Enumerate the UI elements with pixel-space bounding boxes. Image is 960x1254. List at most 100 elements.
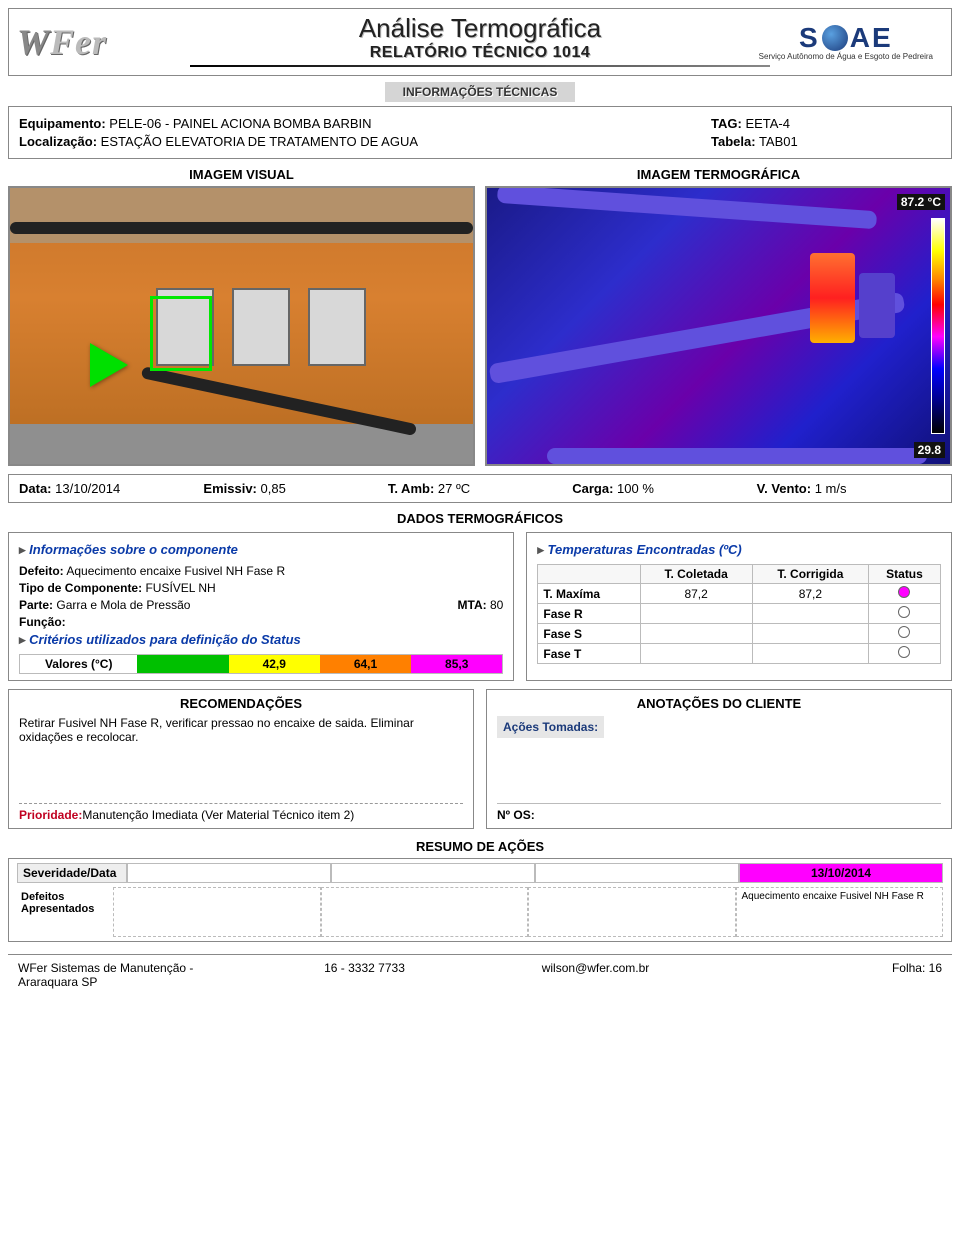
temp-coletada-3	[640, 644, 752, 664]
temp-coletada-0: 87,2	[640, 584, 752, 604]
temp-corrigida-1	[752, 604, 868, 624]
nos-label: Nº OS:	[497, 803, 941, 822]
prioridade-row: Prioridade:Manutenção Imediata (Ver Mate…	[19, 803, 463, 822]
metadata-row: Data: 13/10/2014 Emissiv: 0,85 T. Amb: 2…	[8, 474, 952, 503]
thermal-min-label: 29.8	[914, 442, 945, 458]
valores-label: Valores (°C)	[20, 655, 137, 673]
temperatures-table: T. Coletada T. Corrigida Status T. Maxím…	[537, 564, 941, 664]
dados-title: DADOS TERMOGRÁFICOS	[8, 511, 952, 526]
defeito-value: Aquecimento encaixe Fusivel NH Fase R	[66, 564, 285, 578]
footer-phone: 16 - 3332 7733	[249, 961, 480, 989]
funcao-label: Função:	[19, 615, 66, 629]
vento-label: V. Vento:	[757, 481, 811, 496]
severidade-label: Severidade/Data	[17, 863, 127, 883]
resumo-title: RESUMO DE AÇÕES	[8, 839, 952, 854]
temperatures-panel: Temperaturas Encontradas (ºC) T. Coletad…	[526, 532, 952, 681]
criterios-header: Critérios utilizados para definição do S…	[19, 632, 503, 648]
data-label: Data:	[19, 481, 52, 496]
rec-anot-row: RECOMENDAÇÕES Retirar Fusivel NH Fase R,…	[8, 689, 952, 829]
report-header: WFer Análise Termográfica RELATÓRIO TÉCN…	[8, 8, 952, 76]
prio-label: Prioridade:	[19, 808, 82, 822]
defeitos-row: Defeitos Apresentados Aquecimento encaix…	[17, 887, 943, 937]
mta-label: MTA:	[458, 598, 487, 612]
table-row: Fase S	[538, 624, 941, 644]
equip-value: PELE-06 - PAINEL ACIONA BOMBA BARBIN	[109, 116, 371, 131]
carga-label: Carga:	[572, 481, 613, 496]
severidade-row: Severidade/Data 13/10/2014	[17, 863, 943, 883]
temps-col-1: T. Coletada	[640, 565, 752, 584]
vento-value: 1 m/s	[815, 481, 847, 496]
tabela-label: Tabela:	[711, 134, 756, 149]
parte-value: Garra e Mola de Pressão	[56, 598, 190, 612]
rec-title: RECOMENDAÇÕES	[19, 696, 463, 711]
status-cell-2: 64,1	[320, 655, 411, 673]
local-value: ESTAÇÃO ELEVATORIA DE TRATAMENTO DE AGUA	[101, 134, 418, 149]
temp-status-2	[868, 624, 940, 644]
status-cell-0	[137, 655, 228, 673]
tipo-value: FUSÍVEL NH	[145, 581, 215, 595]
tipo-label: Tipo de Componente:	[19, 581, 142, 595]
temps-col-2: T. Corrigida	[752, 565, 868, 584]
emiss-value: 0,85	[261, 481, 286, 496]
parte-label: Parte:	[19, 598, 53, 612]
temps-col-3: Status	[868, 565, 940, 584]
saae-name: SAE	[759, 24, 933, 52]
rec-text: Retirar Fusivel NH Fase R, verificar pre…	[19, 716, 463, 744]
temp-row-label-3: Fase T	[538, 644, 640, 664]
local-label: Localização:	[19, 134, 97, 149]
saae-subtext: Serviço Autônomo de Água e Esgoto de Ped…	[759, 52, 933, 61]
thermal-scale-icon	[931, 218, 945, 434]
thermal-panel: IMAGEM TERMOGRÁFICA 87.2 °C 29.8	[485, 167, 952, 466]
info-box: Equipamento: PELE-06 - PAINEL ACIONA BOM…	[8, 106, 952, 159]
temps-col-0	[538, 565, 640, 584]
temp-row-label-0: T. Maxíma	[538, 584, 640, 604]
anot-title: ANOTAÇÕES DO CLIENTE	[497, 696, 941, 711]
def-cell-1	[321, 887, 529, 937]
report-main-title: Análise Termográfica	[190, 13, 770, 44]
temp-status-1	[868, 604, 940, 624]
temp-status-3	[868, 644, 940, 664]
report-title-block: Análise Termográfica RELATÓRIO TÉCNICO 1…	[190, 13, 770, 67]
temp-status-0	[868, 584, 940, 604]
footer-email: wilson@wfer.com.br	[480, 961, 711, 989]
emiss-label: Emissiv:	[203, 481, 256, 496]
sev-cell-2	[535, 863, 739, 883]
tabela-value: TAB01	[759, 134, 798, 149]
visual-panel: IMAGEM VISUAL	[8, 167, 475, 466]
recomendacoes-panel: RECOMENDAÇÕES Retirar Fusivel NH Fase R,…	[8, 689, 474, 829]
folha-value: 16	[929, 961, 942, 975]
status-criteria-bar: Valores (°C) 42,9 64,1 85,3	[19, 654, 503, 674]
status-cell-3: 85,3	[411, 655, 502, 673]
image-panels: IMAGEM VISUAL IMAGEM TERMOGRÁFICA 87.2 °…	[8, 167, 952, 466]
temp-corrigida-3	[752, 644, 868, 664]
page-footer: WFer Sistemas de Manutenção - Araraquara…	[8, 954, 952, 995]
temp-corrigida-2	[752, 624, 868, 644]
tag-label: TAG:	[711, 116, 742, 131]
def-cell-2	[528, 887, 736, 937]
equip-label: Equipamento:	[19, 116, 106, 131]
highlight-box-icon	[150, 296, 212, 371]
footer-left: WFer Sistemas de Manutenção - Araraquara…	[18, 961, 249, 989]
tamb-value: 27 ºC	[438, 481, 470, 496]
tamb-label: T. Amb:	[388, 481, 434, 496]
carga-value: 100 %	[617, 481, 654, 496]
temp-row-label-2: Fase S	[538, 624, 640, 644]
folha-label: Folha:	[892, 961, 925, 975]
table-row: T. Maxíma 87,2 87,2	[538, 584, 941, 604]
thermal-image: 87.2 °C 29.8	[485, 186, 952, 466]
comp-header: Informações sobre o componente	[19, 542, 503, 558]
logo-saae: SAE Serviço Autônomo de Água e Esgoto de…	[749, 20, 943, 65]
temp-row-label-1: Fase R	[538, 604, 640, 624]
def-cell-0	[113, 887, 321, 937]
acoes-label: Ações Tomadas:	[497, 716, 604, 738]
temp-coletada-1	[640, 604, 752, 624]
sev-cell-0	[127, 863, 331, 883]
arrow-icon	[90, 343, 128, 387]
defeito-label: Defeito:	[19, 564, 64, 578]
table-row: Fase R	[538, 604, 941, 624]
temp-corrigida-0: 87,2	[752, 584, 868, 604]
temp-coletada-2	[640, 624, 752, 644]
status-cell-1: 42,9	[229, 655, 320, 673]
dados-panels: Informações sobre o componente Defeito: …	[8, 532, 952, 681]
sev-cell-1	[331, 863, 535, 883]
